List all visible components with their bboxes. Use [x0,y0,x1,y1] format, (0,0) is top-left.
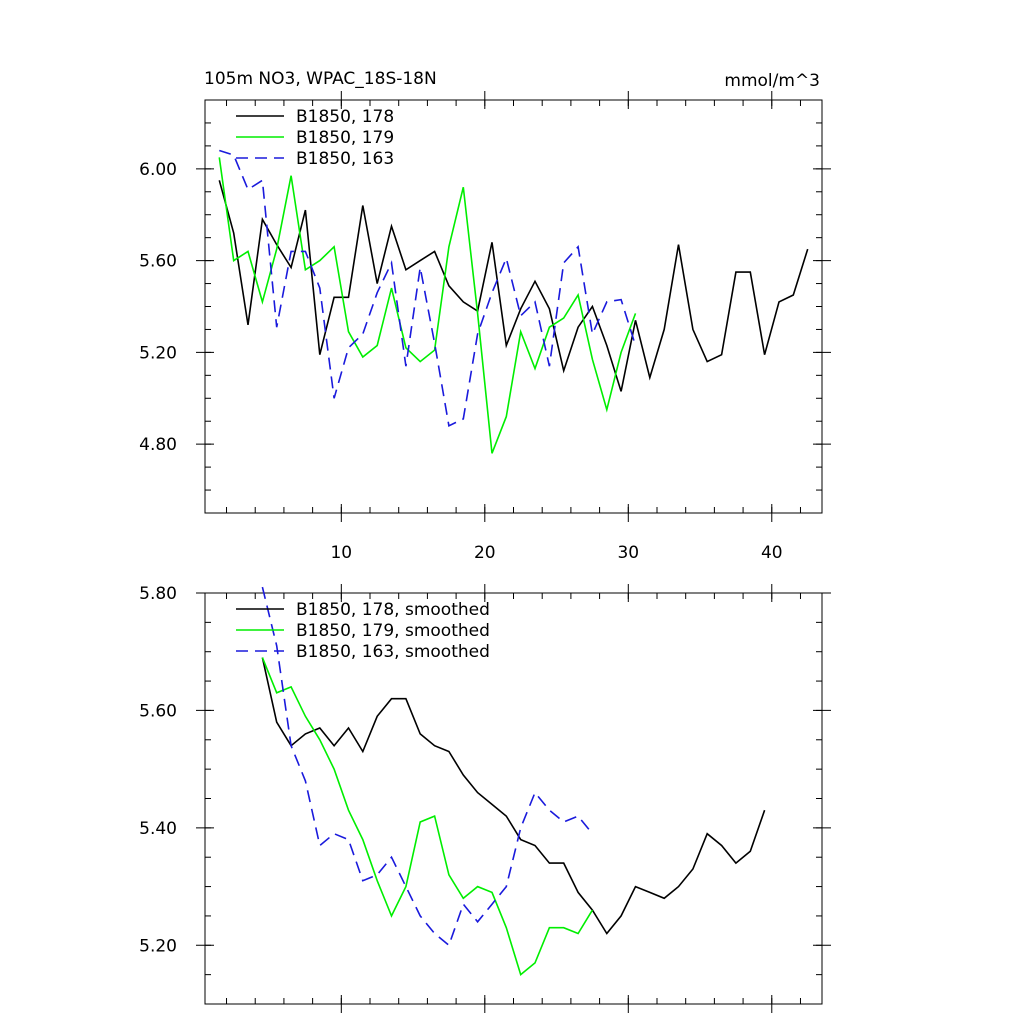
series-line-s178 [261,657,766,935]
series-line-s179 [218,157,637,454]
y-tick-label: 6.00 [139,160,177,180]
y-tick-label: 4.80 [139,435,177,455]
legend-label: B1850, 179 [296,128,394,148]
series-line-s179 [261,657,594,976]
x-tick-label: 40 [761,543,783,563]
y-tick-label: 5.20 [139,343,177,363]
y-tick-label: 5.60 [139,252,177,272]
legend-label: B1850, 178, smoothed [296,600,490,620]
legend-label: B1850, 178 [296,107,394,127]
series-line-s163 [261,586,594,947]
x-tick-label: 20 [474,543,496,563]
top-panel: 105m NO3, WPAC_18S-18N mmol/m^3 10 20 30 40… [139,69,831,563]
y-tick-label: 5.80 [139,584,177,604]
series-line-s178 [218,180,809,392]
top-title-right: mmol/m^3 [724,71,820,91]
x-tick-label: 30 [617,543,639,563]
y-tick-label: 5.60 [139,701,177,721]
x-tick-label: 10 [330,543,352,563]
legend-label: B1850, 163, smoothed [296,642,490,662]
y-tick-label: 5.40 [139,819,177,839]
legend-label: B1850, 163 [296,149,394,169]
top-title-left: 105m NO3, WPAC_18S-18N [204,69,437,89]
y-tick-label: 5.20 [139,936,177,956]
series-line-s163 [219,149,637,427]
legend-label: B1850, 179, smoothed [296,621,490,641]
